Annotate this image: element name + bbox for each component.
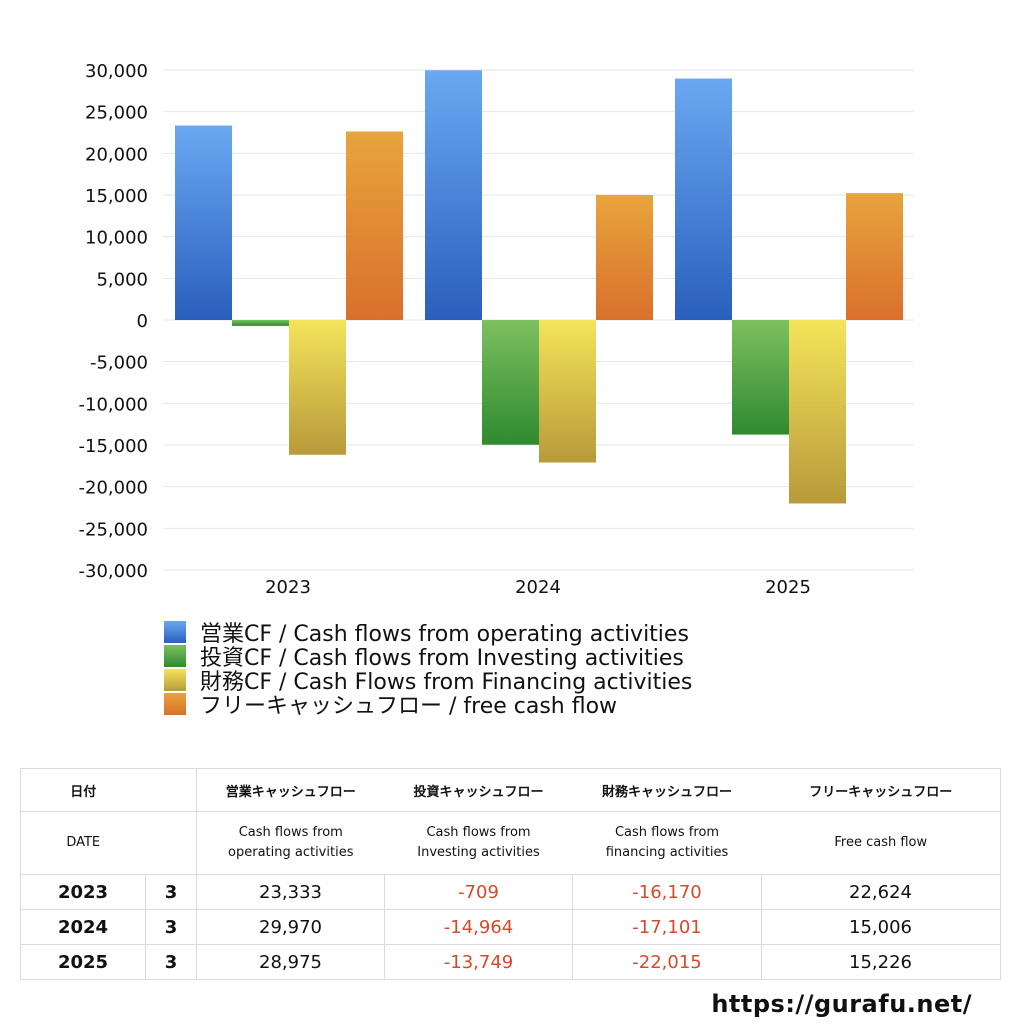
table-header-ja: 日付 営業キャッシュフロー 投資キャッシュフロー 財務キャッシュフロー フリーキ… [20,768,1001,812]
header-date-en: DATE [20,811,146,875]
header-investing-en-line2: Investing activities [417,845,540,860]
row-investing: -14,964 [384,909,573,945]
row-financing: -17,101 [572,909,762,945]
x-axis-tick-labels: 2023 2024 2025 [265,577,811,598]
table-row: 2023 3 23,333 -709 -16,170 22,624 [20,874,1001,910]
bar-financing-2023 [289,320,346,455]
grid-lines [163,69,913,571]
header-free-cash-flow-ja: フリーキャッシュフロー [761,768,1001,812]
header-date-ja: 日付 [20,768,146,812]
y-tick-label: -10,000 [79,394,148,415]
legend-item-operating: 営業CF / Cash flows from operating activit… [164,620,692,647]
y-tick-label: 10,000 [85,228,148,249]
header-operating-ja: 営業キャッシュフロー [196,768,385,812]
header-free-cash-flow-en: Free cash flow [761,811,1001,875]
bar-operating-2023 [175,125,232,320]
bar-investing-2023 [232,320,289,326]
header-investing-ja: 投資キャッシュフロー [384,768,573,812]
bars [175,70,903,504]
legend-item-free-cash-flow: フリーキャッシュフロー / free cash flow [164,692,692,719]
legend-swatch-investing [164,645,186,667]
y-tick-label: 0 [137,311,148,332]
bar-financing-2024 [539,320,596,463]
row-free-cash-flow: 15,226 [761,944,1001,980]
bar-investing-2024 [482,320,539,445]
table-row: 2025 3 28,975 -13,749 -22,015 15,226 [20,944,1001,980]
y-tick-label: -25,000 [79,519,148,540]
cash-flow-table: 日付 営業キャッシュフロー 投資キャッシュフロー 財務キャッシュフロー フリーキ… [20,768,1001,980]
bar-free-cash-flow-2023 [346,131,403,320]
header-operating-en: Cash flows from operating activities [196,811,385,875]
row-operating: 28,975 [196,944,385,980]
header-free-cash-flow-en-line1: Free cash flow [834,835,928,850]
row-free-cash-flow: 15,006 [761,909,1001,945]
y-tick-label: 20,000 [85,144,148,165]
bar-investing-2025 [732,320,789,435]
cash-flow-bar-chart: 30,000 25,000 20,000 15,000 10,000 5,000 0 -5,0… [79,61,913,598]
row-year: 2024 [20,909,146,945]
y-tick-label: 15,000 [85,186,148,207]
header-date-en-line1: DATE [66,835,101,850]
y-tick-label: 30,000 [85,61,148,82]
bar-operating-2024 [425,70,482,320]
header-month-ja [145,768,197,812]
header-operating-en-line1: Cash flows from [238,825,343,840]
source-url: https://gurafu.net/ [711,990,972,1018]
bar-free-cash-flow-2024 [596,194,653,320]
y-axis-tick-labels: 30,000 25,000 20,000 15,000 10,000 5,000 0 -5,0… [79,61,148,582]
header-investing-en-line1: Cash flows from [426,825,531,840]
y-tick-label: -5,000 [90,353,148,374]
x-tick-label: 2025 [765,577,811,598]
header-operating-en-line2: operating activities [228,845,354,860]
header-investing-en: Cash flows from Investing activities [384,811,573,875]
legend-label-investing: 投資CF / Cash flows from Investing activit… [200,646,684,671]
y-tick-label: 5,000 [96,269,148,290]
header-financing-ja: 財務キャッシュフロー [572,768,762,812]
row-investing: -13,749 [384,944,573,980]
header-financing-en-line1: Cash flows from [614,825,720,840]
legend-swatch-operating [164,621,186,643]
row-month: 3 [145,944,197,980]
legend-swatch-free-cash-flow [164,693,186,715]
y-tick-label: 25,000 [85,103,148,124]
row-operating: 23,333 [196,874,385,910]
legend-label-financing: 財務CF / Cash Flows from Financing activit… [200,670,693,695]
row-financing: -22,015 [572,944,762,980]
header-financing-en-line2: financing activities [605,845,729,860]
row-operating: 29,970 [196,909,385,945]
row-month: 3 [145,909,197,945]
legend-swatch-financing [164,669,186,691]
y-tick-label: -20,000 [79,478,148,499]
table-row: 2024 3 29,970 -14,964 -17,101 15,006 [20,909,1001,945]
x-tick-label: 2023 [265,577,311,598]
x-tick-label: 2024 [515,577,561,598]
legend-item-investing: 投資CF / Cash flows from Investing activit… [164,644,692,671]
bar-financing-2025 [789,320,846,504]
header-financing-en: Cash flows from financing activities [572,811,762,875]
row-month: 3 [145,874,197,910]
header-month-en [145,811,197,875]
bar-free-cash-flow-2025 [846,193,903,320]
row-year: 2025 [20,944,146,980]
row-investing: -709 [384,874,573,910]
y-tick-label: -15,000 [79,436,148,457]
row-financing: -16,170 [572,874,762,910]
row-year: 2023 [20,874,146,910]
row-free-cash-flow: 22,624 [761,874,1001,910]
legend-label-free-cash-flow: フリーキャッシュフロー / free cash flow [200,694,618,719]
y-tick-label: -30,000 [79,561,148,582]
legend-item-financing: 財務CF / Cash Flows from Financing activit… [164,668,692,695]
bar-operating-2025 [675,78,732,321]
table-header-en: DATE Cash flows from operating activities… [20,811,1001,875]
chart-legend: 営業CF / Cash flows from operating activit… [164,620,692,719]
legend-label-operating: 営業CF / Cash flows from operating activit… [200,622,689,647]
